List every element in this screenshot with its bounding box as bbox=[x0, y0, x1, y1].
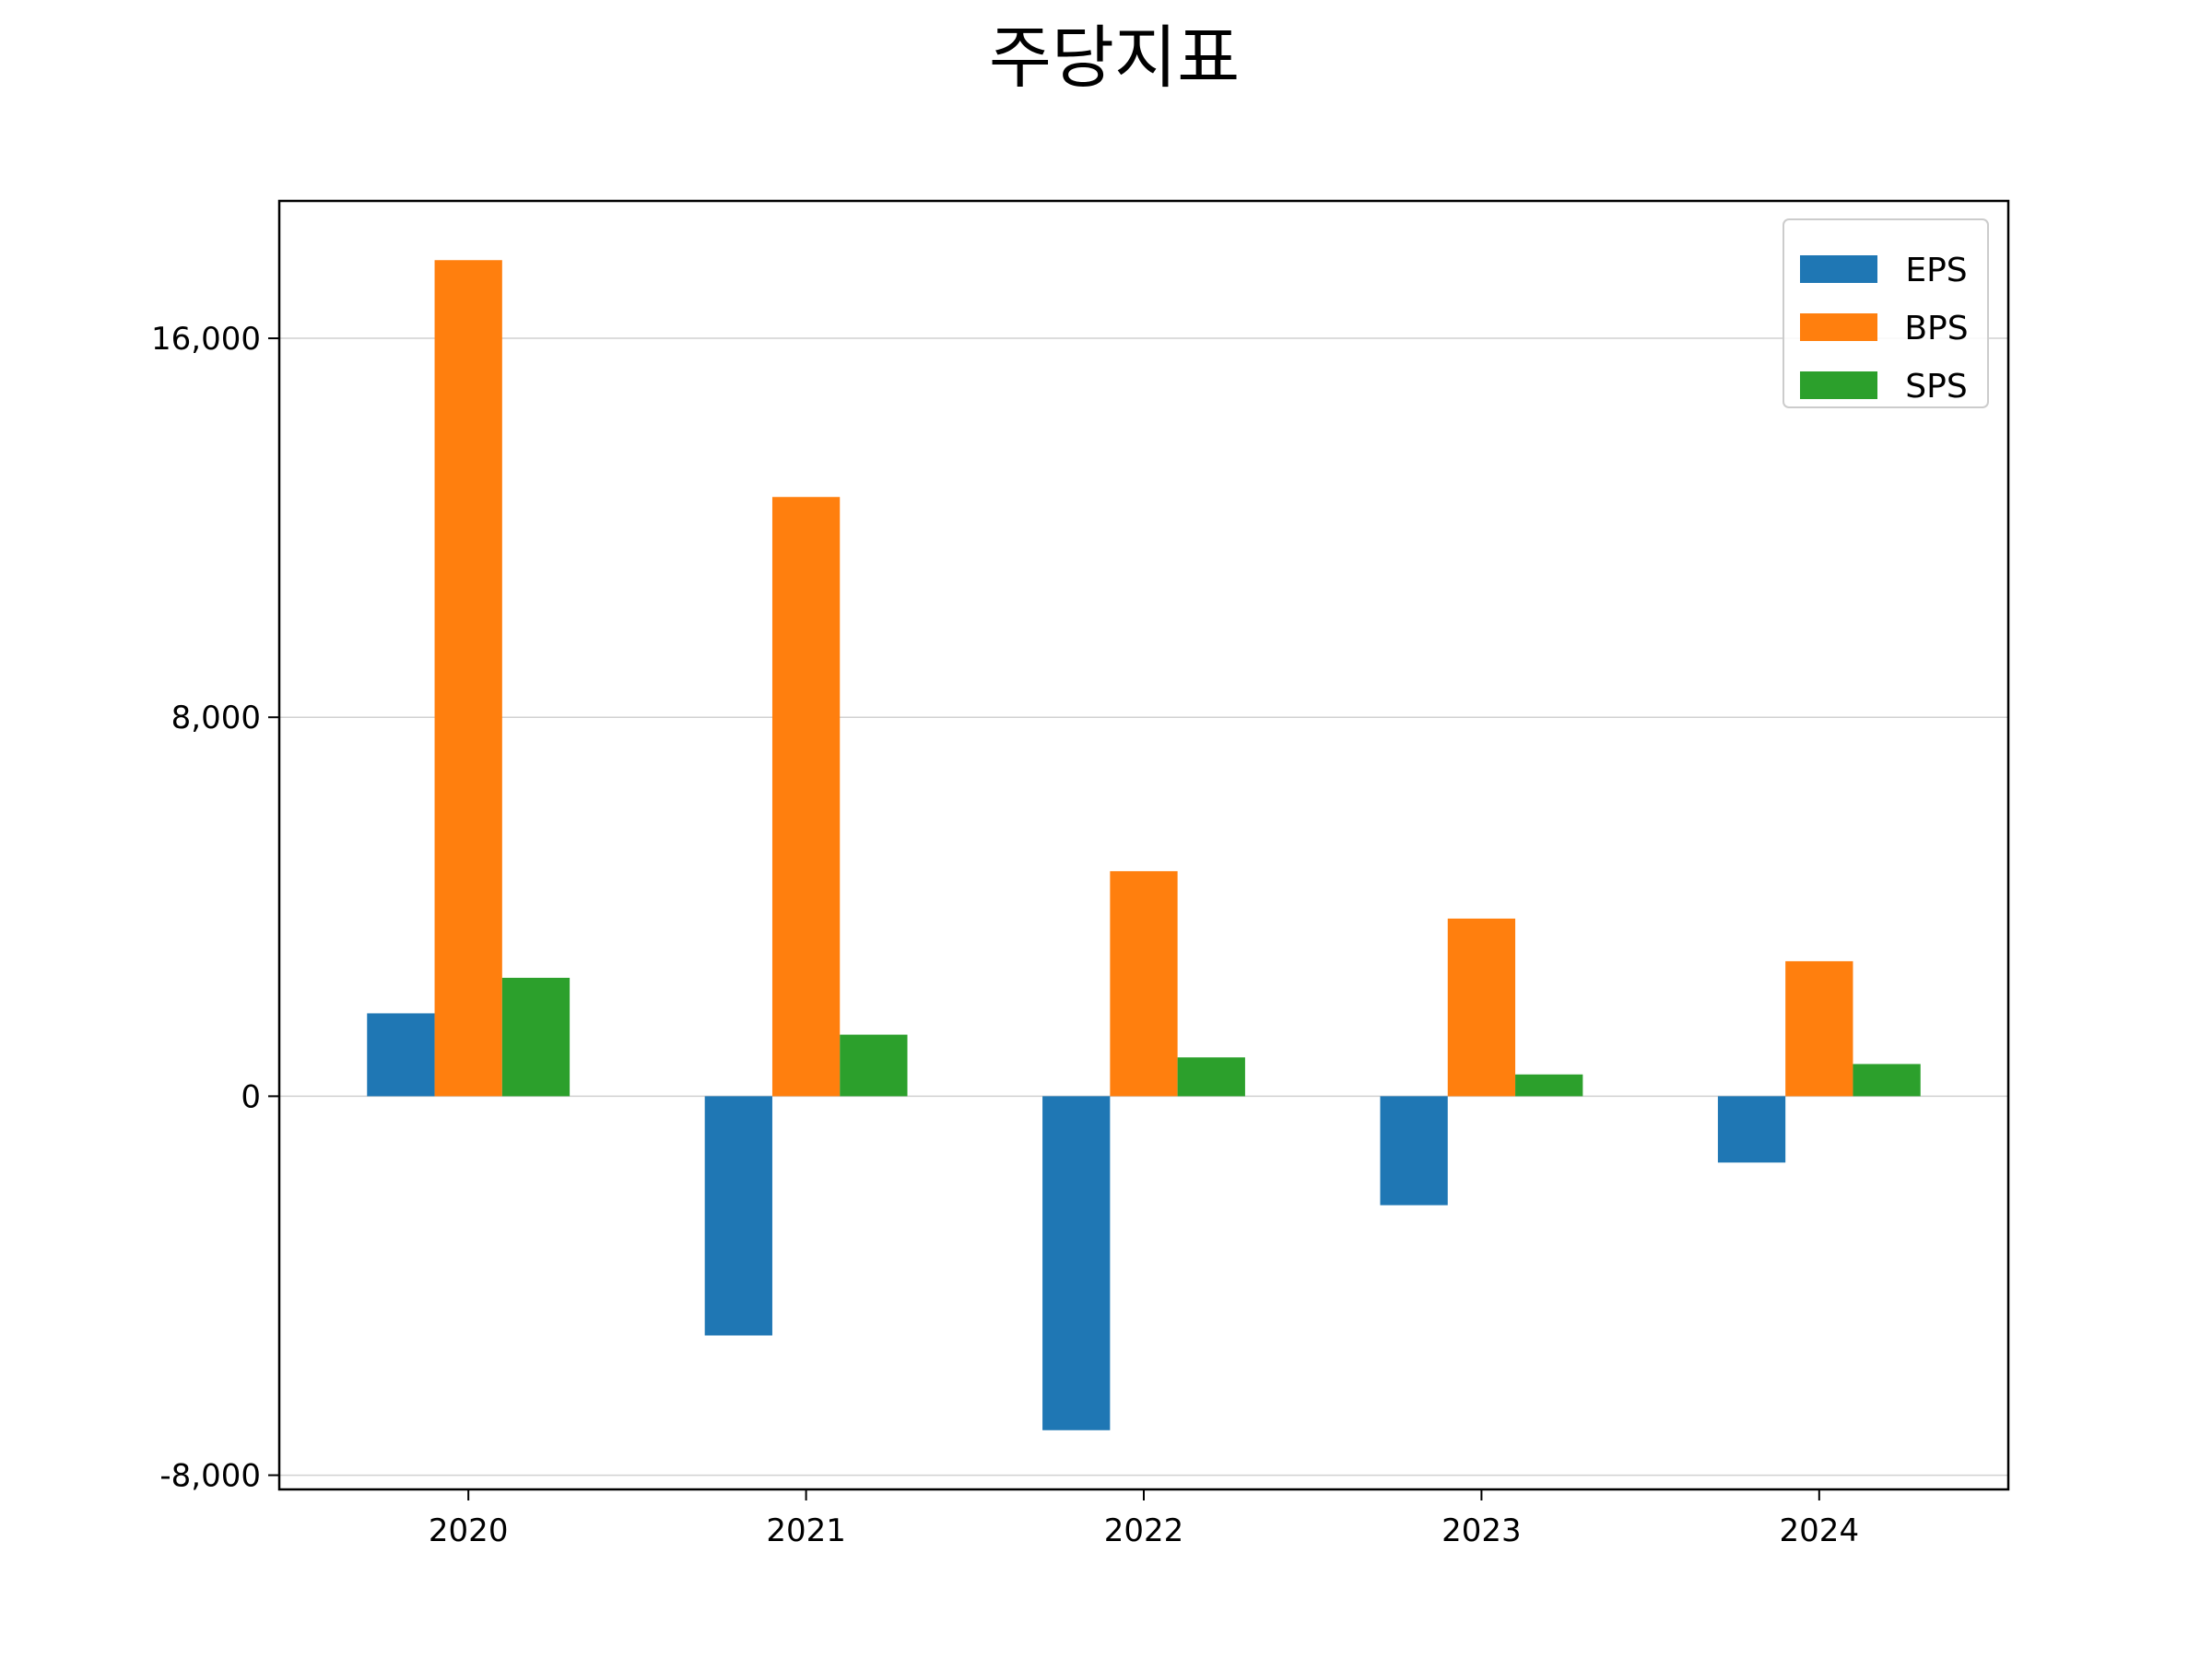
legend-swatch-bps bbox=[1800, 313, 1877, 341]
y-tick-label: -8,000 bbox=[159, 1458, 261, 1495]
x-tick-label: 2023 bbox=[1441, 1512, 1522, 1549]
bar-eps-2023 bbox=[1380, 1096, 1448, 1206]
bar-sps-2024 bbox=[1853, 1064, 1921, 1097]
bar-sps-2021 bbox=[840, 1034, 908, 1097]
legend-label-eps: EPS bbox=[1905, 252, 1967, 289]
bar-bps-2022 bbox=[1110, 871, 1178, 1097]
bar-sps-2023 bbox=[1515, 1074, 1583, 1097]
legend: EPS BPS SPS bbox=[1783, 218, 1989, 408]
bar-eps-2020 bbox=[367, 1013, 435, 1097]
plot-frame bbox=[277, 199, 2010, 1491]
bar-bps-2024 bbox=[1785, 960, 1853, 1097]
bars bbox=[367, 260, 1921, 1430]
x-tick-label: 2022 bbox=[1104, 1512, 1184, 1549]
bar-sps-2022 bbox=[1177, 1057, 1245, 1097]
x-tick-label: 2021 bbox=[766, 1512, 846, 1549]
bar-sps-2020 bbox=[501, 977, 571, 1097]
legend-label-sps: SPS bbox=[1905, 368, 1967, 406]
legend-swatch-sps bbox=[1800, 371, 1877, 399]
y-tick-label: 8,000 bbox=[171, 700, 261, 736]
y-tick-label: 0 bbox=[241, 1078, 261, 1115]
bar-bps-2023 bbox=[1447, 918, 1516, 1097]
legend-swatch-eps bbox=[1800, 255, 1877, 283]
legend-label-bps: BPS bbox=[1904, 310, 1968, 347]
bar-eps-2024 bbox=[1717, 1096, 1786, 1163]
bar-eps-2021 bbox=[704, 1096, 772, 1335]
x-tick-label: 2024 bbox=[1780, 1512, 1860, 1549]
x-tick-label: 2020 bbox=[429, 1512, 509, 1549]
axes: -8,000 0 8,000 16,000 2020 2021 2022 2023 2024 bbox=[151, 321, 1859, 1549]
chart-title: 주당지표 bbox=[989, 18, 1240, 98]
bar-bps-2020 bbox=[434, 260, 502, 1097]
bar-eps-2022 bbox=[1042, 1096, 1111, 1430]
y-tick-label: 16,000 bbox=[151, 321, 261, 358]
bar-bps-2021 bbox=[771, 497, 841, 1097]
